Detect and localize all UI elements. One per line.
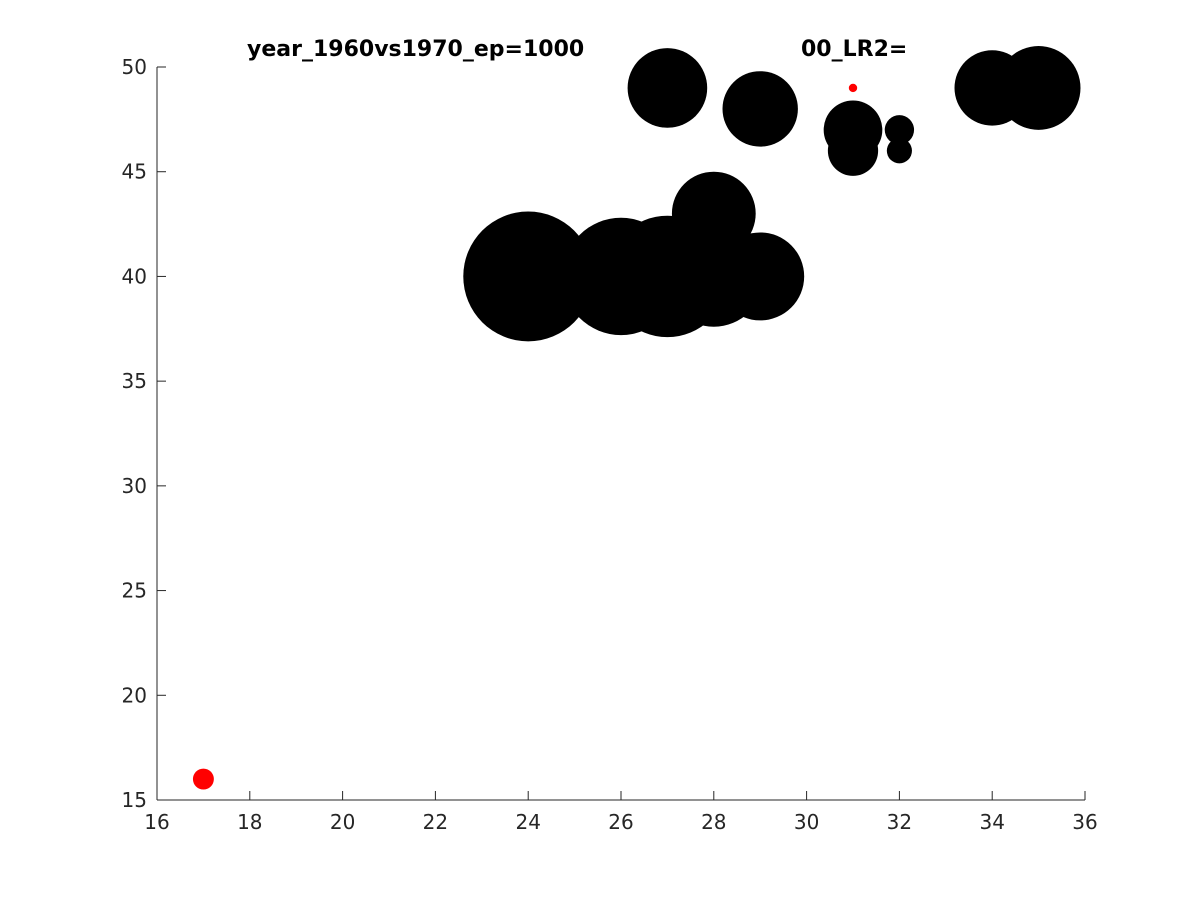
scatter-point xyxy=(716,232,805,321)
y-tick-label: 40 xyxy=(122,264,147,288)
x-tick-label: 36 xyxy=(1072,810,1097,834)
scatter-point xyxy=(848,83,858,93)
y-tick-label: 35 xyxy=(122,369,147,393)
y-tick-label: 45 xyxy=(122,160,147,184)
scatter-point xyxy=(463,211,594,342)
chart-title: year_1960vs1970_ep=1000 xyxy=(247,37,584,62)
x-tick-label: 34 xyxy=(979,810,1004,834)
y-tick-label: 50 xyxy=(122,55,147,79)
scatter-point xyxy=(886,138,912,164)
y-tick-label: 20 xyxy=(122,683,147,707)
x-tick-label: 30 xyxy=(794,810,819,834)
x-tick-label: 16 xyxy=(144,810,169,834)
scatter-point xyxy=(884,115,915,145)
scatter-point xyxy=(627,48,708,128)
chart-title-suffix: 00_LR2= xyxy=(801,37,907,62)
x-tick-label: 28 xyxy=(701,810,726,834)
y-tick-label: 15 xyxy=(122,788,147,812)
axes-layer xyxy=(156,67,1085,801)
scatter-point xyxy=(996,46,1081,130)
title-layer: year_1960vs1970_ep=1000 00_LR2= xyxy=(247,37,907,62)
scatter-point xyxy=(192,768,214,790)
scatter-point xyxy=(827,125,879,176)
x-tick-label: 32 xyxy=(887,810,912,834)
points-layer xyxy=(192,46,1081,790)
x-tick-label: 22 xyxy=(423,810,448,834)
x-tick-label: 26 xyxy=(608,810,633,834)
scatter-point xyxy=(671,171,756,256)
x-tick-label: 20 xyxy=(330,810,355,834)
x-tick-label: 24 xyxy=(515,810,540,834)
y-tick-label: 25 xyxy=(122,579,147,603)
ticks-layer: 16 18 20 22 24 26 28 30 32 34 36 15 20 25 30 35 40 45 50 xyxy=(122,55,1098,834)
scatter-point xyxy=(722,71,798,147)
y-tick-label: 30 xyxy=(122,474,147,498)
x-tick-label: 18 xyxy=(237,810,262,834)
